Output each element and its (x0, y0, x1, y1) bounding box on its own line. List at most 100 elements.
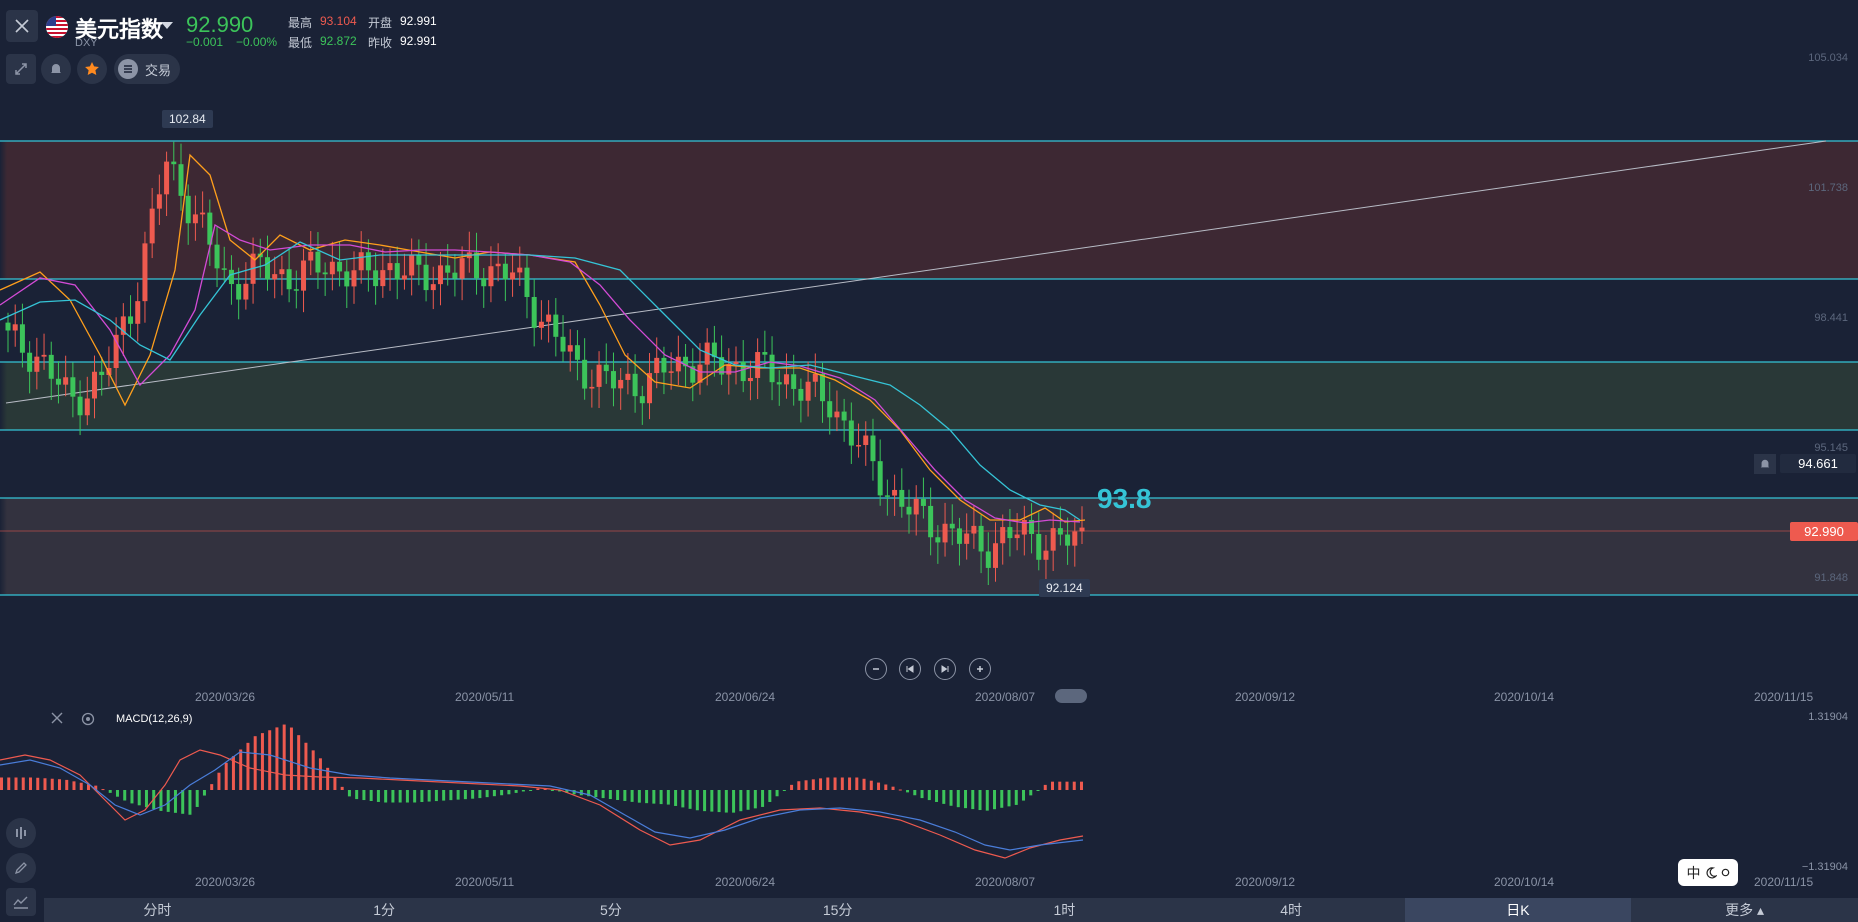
candle-body[interactable] (942, 523, 948, 543)
indicator-settings-button[interactable] (80, 711, 96, 732)
candle-body[interactable] (993, 543, 999, 568)
candle-body[interactable] (113, 334, 119, 369)
zoom-out-button[interactable] (865, 658, 887, 680)
candle-body[interactable] (1057, 528, 1063, 535)
candle-body[interactable] (1007, 527, 1013, 539)
candle-body[interactable] (697, 364, 703, 383)
candle-body[interactable] (560, 336, 566, 352)
candle-body[interactable] (625, 373, 631, 380)
candle-body[interactable] (856, 445, 862, 447)
candle-body[interactable] (365, 252, 371, 271)
candle-body[interactable] (474, 252, 480, 279)
instrument-title[interactable]: 美元指数 (75, 17, 164, 42)
candle-body[interactable] (820, 373, 826, 402)
candle-body[interactable] (603, 364, 609, 372)
candle-body[interactable] (12, 324, 18, 331)
candle-body[interactable] (841, 411, 847, 421)
more-timeframes-tab[interactable]: 更多 ▴ (1631, 898, 1858, 922)
candle-body[interactable] (610, 371, 616, 389)
candle-body[interactable] (380, 270, 386, 287)
candle-body[interactable] (423, 264, 429, 291)
scroll-end-button[interactable] (934, 658, 956, 680)
candle-body[interactable] (935, 537, 941, 543)
candle-body[interactable] (668, 371, 674, 373)
candle-body[interactable] (1043, 550, 1049, 560)
candle-body[interactable] (740, 361, 746, 382)
candle-body[interactable] (582, 359, 588, 389)
chart-type-button[interactable] (6, 888, 36, 916)
candle-body[interactable] (228, 269, 234, 285)
candle-body[interactable] (164, 161, 170, 195)
timeframe-tab[interactable]: 5分 (599, 902, 622, 918)
close-indicator-button[interactable] (50, 711, 64, 730)
candle-body[interactable] (747, 377, 753, 382)
candle-body[interactable] (344, 271, 350, 287)
candle-body[interactable] (200, 212, 206, 215)
close-button[interactable] (6, 10, 38, 42)
candle-body[interactable] (776, 382, 782, 385)
candle-body[interactable] (142, 243, 148, 302)
candle-body[interactable] (618, 379, 624, 389)
candle-body[interactable] (812, 373, 818, 382)
alert-price-tag[interactable]: 94.661 (1780, 454, 1856, 473)
candle-body[interactable] (574, 345, 580, 360)
candle-body[interactable] (373, 270, 379, 287)
scroll-handle[interactable] (1055, 689, 1087, 703)
timeframe-tab[interactable]: 1分 (373, 902, 396, 918)
candle-body[interactable] (920, 498, 926, 506)
candle-body[interactable] (661, 357, 667, 373)
candle-body[interactable] (99, 371, 105, 376)
candle-body[interactable] (128, 316, 134, 324)
timeframe-tab[interactable]: 4时 (1280, 902, 1303, 918)
language-toggle[interactable]: 中 (1678, 859, 1738, 886)
candle-body[interactable] (589, 386, 595, 389)
trend-line[interactable] (5, 140, 1827, 404)
candle-body[interactable] (27, 352, 33, 372)
candle-body[interactable] (985, 551, 991, 568)
timeframe-tab-active[interactable]: 日K (1404, 898, 1632, 922)
timeframe-tab[interactable]: 15分 (822, 902, 853, 918)
candle-body[interactable] (848, 420, 854, 446)
candle-body[interactable] (524, 267, 530, 297)
candle-body[interactable] (293, 289, 299, 291)
candle-body[interactable] (1050, 528, 1056, 551)
candle-body[interactable] (214, 244, 220, 269)
candle-body[interactable] (351, 270, 357, 287)
candle-body[interactable] (77, 396, 83, 416)
candle-body[interactable] (964, 533, 970, 544)
candle-body[interactable] (546, 314, 552, 322)
candle-body[interactable] (301, 260, 307, 291)
candlesticks[interactable] (5, 141, 1085, 586)
candle-body[interactable] (711, 342, 717, 358)
candle-body[interactable] (783, 374, 789, 385)
candle-body[interactable] (683, 356, 689, 367)
timeframe-tab[interactable]: 1时 (1053, 902, 1076, 918)
candle-body[interactable] (445, 265, 451, 273)
candle-body[interactable] (531, 296, 537, 328)
candle-body[interactable] (481, 278, 487, 287)
draw-tool-button[interactable] (6, 853, 36, 883)
timeframe-tab[interactable]: 分时 (143, 902, 172, 918)
candle-body[interactable] (185, 195, 191, 224)
candle-body[interactable] (286, 269, 292, 290)
candle-body[interactable] (387, 263, 393, 271)
candle-body[interactable] (221, 268, 227, 270)
candle-body[interactable] (315, 251, 321, 273)
candle-body[interactable] (495, 263, 501, 267)
level-annotation[interactable]: 93.8 (1097, 483, 1152, 514)
candle-body[interactable] (798, 388, 804, 401)
candle-body[interactable] (956, 528, 962, 544)
candle-body[interactable] (156, 194, 162, 209)
candle-body[interactable] (135, 301, 141, 324)
candle-body[interactable] (1014, 534, 1020, 539)
candle-body[interactable] (149, 208, 155, 244)
expand-button[interactable] (6, 54, 36, 84)
candle-body[interactable] (690, 366, 696, 383)
candle-body[interactable] (1079, 527, 1085, 532)
candle-body[interactable] (322, 272, 328, 275)
candle-body[interactable] (272, 274, 278, 280)
alert-button[interactable] (41, 54, 71, 84)
candle-body[interactable] (762, 352, 768, 355)
candle-body[interactable] (632, 373, 638, 397)
